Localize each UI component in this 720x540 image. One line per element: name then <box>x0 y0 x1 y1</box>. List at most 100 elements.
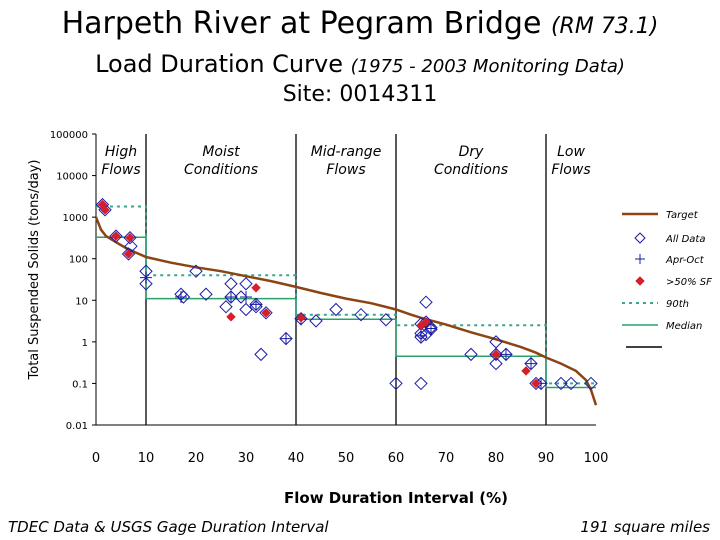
x-tick-label: 70 <box>438 451 455 466</box>
y-tick-label: 100 <box>69 255 88 266</box>
y-tick-label: 1000 <box>63 213 88 224</box>
exceed-sf-point <box>491 349 501 360</box>
x-tick-label: 60 <box>388 451 405 466</box>
target-curve <box>94 216 598 406</box>
y-tick-label: 0.1 <box>72 379 88 390</box>
apr-oct-point <box>225 290 237 303</box>
apr-oct-point <box>240 290 252 303</box>
y-tick-label: 0.01 <box>66 421 88 432</box>
apr-oct-point <box>140 271 152 284</box>
all-data-point <box>564 376 578 391</box>
y-tick-label: 10000 <box>56 172 88 183</box>
legend-label: Apr-Oct <box>665 255 705 266</box>
x-tick-label: 20 <box>188 451 205 466</box>
x-tick-label: 0 <box>92 451 100 466</box>
all-data-point <box>379 313 393 327</box>
site-label: Site: 0014311 <box>282 82 438 107</box>
legend-label: 90th <box>666 299 689 310</box>
x-tick-label: 40 <box>288 451 305 466</box>
source-note: TDEC Data & USGS Gage Duration Interval <box>8 518 329 536</box>
zone-label: Flows <box>551 162 590 178</box>
all-data-point <box>489 356 503 371</box>
x-tick-label: 50 <box>338 451 355 466</box>
all-data-point <box>121 247 136 261</box>
zone-label: Flows <box>326 162 365 178</box>
exceed-sf-point <box>125 233 135 243</box>
all-data-point <box>189 264 203 278</box>
y-axis-label: Total Suspended Solids (tons/day) <box>27 160 42 381</box>
zone-label: High <box>105 144 137 160</box>
all-data-point <box>424 322 438 337</box>
all-data-point <box>199 287 213 301</box>
area-note: 191 square miles <box>580 518 710 536</box>
exceed-sf-point <box>521 366 531 376</box>
all-data-point <box>123 231 137 245</box>
all-data-point <box>259 306 273 320</box>
legend: Target All Data Apr-Oct >50% SF 90th Median <box>622 210 712 348</box>
zone-label: Low <box>557 144 585 160</box>
exceed-sf-point <box>261 308 271 318</box>
y-tick-label: 100000 <box>50 130 88 141</box>
exceed-sf-point <box>111 231 121 241</box>
all-data-point <box>414 376 428 391</box>
all-data-point <box>529 376 543 391</box>
p90-line <box>96 205 596 385</box>
all-data-point <box>524 356 538 371</box>
zone-label: Moist <box>202 144 240 160</box>
all-data-point <box>239 277 253 291</box>
zone-label: Conditions <box>184 162 258 178</box>
legend-all-data-swatch <box>634 232 646 244</box>
all-data-point <box>239 302 253 317</box>
x-tick-label: 80 <box>488 451 505 466</box>
exceed-sf-point <box>296 313 306 323</box>
all-data-point <box>234 290 248 304</box>
x-axis-label: Flow Duration Interval (%) <box>284 489 508 507</box>
legend-label: Median <box>666 321 702 332</box>
all-data-point <box>554 376 568 391</box>
legend-label: >50% SF <box>666 277 712 288</box>
zone-label: Mid-range <box>311 144 382 160</box>
x-tick-label: 10 <box>138 451 155 466</box>
chart-title: Harpeth River at Pegram Bridge (RM 73.1) <box>61 6 659 41</box>
exceed-sf-point <box>100 205 110 215</box>
zone-label: Conditions <box>434 162 508 178</box>
apr-oct-point <box>415 329 427 342</box>
all-data-point <box>464 347 478 362</box>
x-tick-label: 90 <box>538 451 555 466</box>
median-line <box>96 236 596 389</box>
all-data-point <box>329 302 343 317</box>
y-tick-label: 10 <box>75 296 88 307</box>
all-data-point <box>254 347 268 362</box>
all-data-point <box>109 229 123 243</box>
all-data-point <box>219 300 233 314</box>
chart-subtitle: Load Duration Curve (1975 - 2003 Monitor… <box>95 50 625 78</box>
exceed-sf-point <box>531 378 541 389</box>
exceed-sf-point <box>226 312 236 322</box>
apr-oct-point <box>525 357 537 370</box>
all-data-point <box>309 314 323 328</box>
legend-exceed-swatch <box>635 276 645 286</box>
all-data-point <box>584 376 598 391</box>
zone-label: Dry <box>459 144 485 160</box>
all-data-point <box>389 376 403 391</box>
all-data-point <box>224 277 238 291</box>
apr-oct-point <box>280 332 292 345</box>
legend-label: All Data <box>665 234 705 245</box>
apr-oct-point <box>425 322 437 335</box>
x-tick-label: 100 <box>584 451 609 466</box>
exceed-sf-point <box>251 283 261 293</box>
exceed-sf-point <box>421 317 431 327</box>
legend-apr-oct-swatch <box>635 254 645 264</box>
y-tick-label: 1 <box>82 338 88 349</box>
apr-oct-point <box>175 290 187 303</box>
all-data-point <box>176 290 191 304</box>
x-tick-label: 30 <box>238 451 255 466</box>
all-data-point <box>419 295 433 309</box>
zone-label: Flows <box>101 162 140 178</box>
apr-oct-point <box>250 298 262 311</box>
legend-label: Target <box>666 210 699 221</box>
all-data-point <box>354 307 368 322</box>
apr-oct-point <box>500 348 512 361</box>
exceed-sf-point <box>123 249 134 259</box>
